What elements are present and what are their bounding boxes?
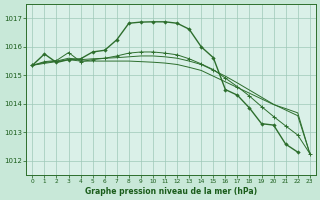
X-axis label: Graphe pression niveau de la mer (hPa): Graphe pression niveau de la mer (hPa) bbox=[85, 187, 257, 196]
